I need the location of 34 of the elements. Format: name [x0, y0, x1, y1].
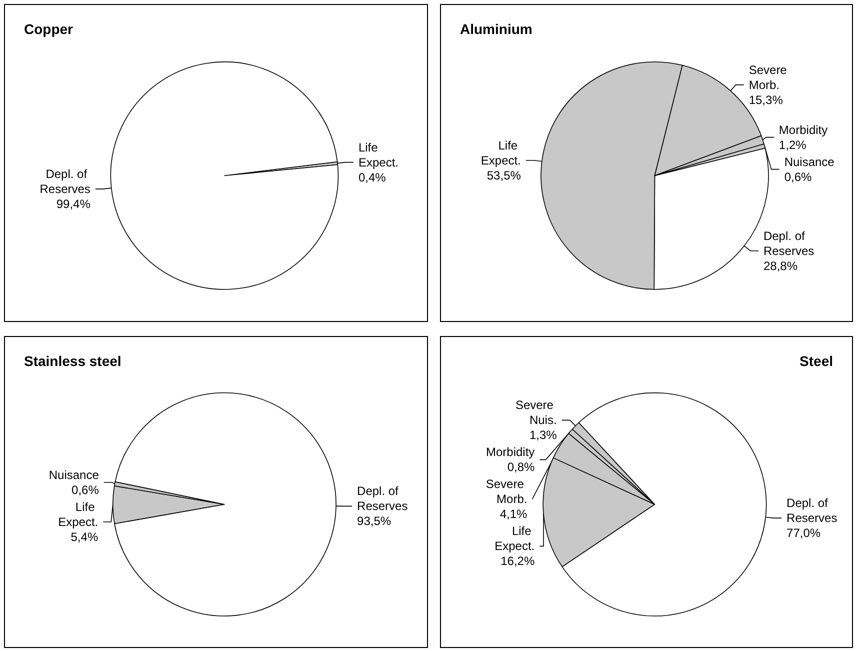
data-label: 77,0%	[786, 526, 821, 540]
chart-title: Copper	[24, 21, 74, 37]
slice-label: Severe Morb.	[748, 62, 790, 92]
chart-title: Aluminium	[460, 21, 532, 37]
data-label: 0,6%	[72, 482, 100, 497]
data-label: 1,3%	[529, 428, 558, 442]
data-label: 4,1%	[500, 507, 528, 522]
slice-label: Severe Nuis.	[515, 398, 557, 428]
slice-label: Morbidity	[778, 122, 828, 137]
slice-label: Nuisance	[48, 468, 100, 482]
data-label: 5,4%	[70, 530, 98, 544]
chart-title: Stainless steel	[24, 353, 122, 369]
data-label: 28,8%	[763, 258, 798, 273]
data-label: 16,2%	[500, 554, 535, 568]
slice-label: Life Expect.	[358, 140, 398, 170]
data-label: 0,6%	[784, 170, 812, 184]
slice-label: Nuisance	[784, 154, 835, 169]
slice-label: Life Expect.	[58, 500, 98, 529]
slice-label: Depl. of Reserves	[357, 484, 408, 514]
data-label: 93,5%	[357, 514, 392, 528]
slice-label: Morbidity	[486, 445, 535, 460]
data-label: 53,5%	[486, 168, 522, 182]
slice-label: Life Expect.	[494, 524, 535, 554]
data-label: 0,8%	[507, 460, 536, 474]
data-label: 1,2%	[778, 138, 807, 152]
slice-label: Depl. of Reserves	[763, 228, 814, 258]
slice-label: Severe Morb.	[486, 477, 528, 506]
data-label: 0,4%	[358, 170, 386, 184]
slice-label: Life Expect.	[480, 138, 521, 168]
data-label: 99,4%	[56, 196, 91, 211]
slice-label: Depl. of Reserves	[786, 496, 838, 526]
slice-label: Depl. of Reserves	[40, 166, 90, 196]
data-label: 15,3%	[748, 92, 784, 107]
chart-title: Steel	[800, 353, 834, 369]
